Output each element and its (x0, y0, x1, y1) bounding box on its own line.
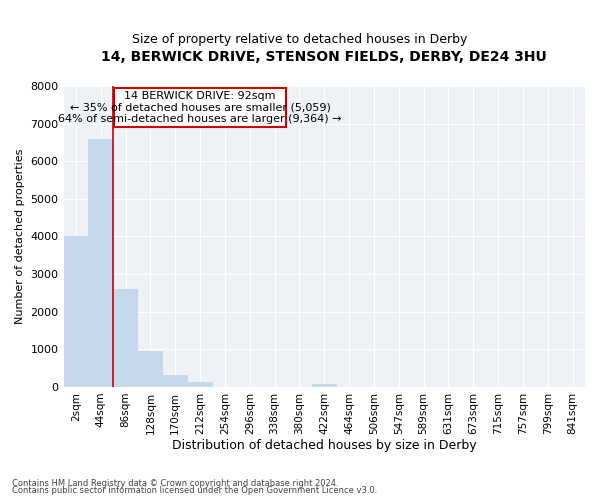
Bar (163, 374, 188, 387)
Bar (312, 384, 337, 387)
Bar (64, 236, 88, 387)
Text: Size of property relative to detached houses in Derby: Size of property relative to detached ho… (133, 32, 467, 46)
Bar (188, 382, 212, 387)
Bar (113, 289, 138, 387)
Text: Contains HM Land Registry data © Crown copyright and database right 2024.: Contains HM Land Registry data © Crown c… (12, 478, 338, 488)
X-axis label: Distribution of detached houses by size in Derby: Distribution of detached houses by size … (172, 440, 476, 452)
Title: 14, BERWICK DRIVE, STENSON FIELDS, DERBY, DE24 3HU: 14, BERWICK DRIVE, STENSON FIELDS, DERBY… (101, 50, 547, 64)
Text: 14 BERWICK DRIVE: 92sqm
← 35% of detached houses are smaller (5,059)
64% of semi: 14 BERWICK DRIVE: 92sqm ← 35% of detache… (58, 91, 342, 124)
Y-axis label: Number of detached properties: Number of detached properties (15, 149, 25, 324)
Bar (115, 88, 286, 128)
Text: Contains public sector information licensed under the Open Government Licence v3: Contains public sector information licen… (12, 486, 377, 495)
Bar (138, 351, 163, 387)
Bar (88, 138, 113, 387)
